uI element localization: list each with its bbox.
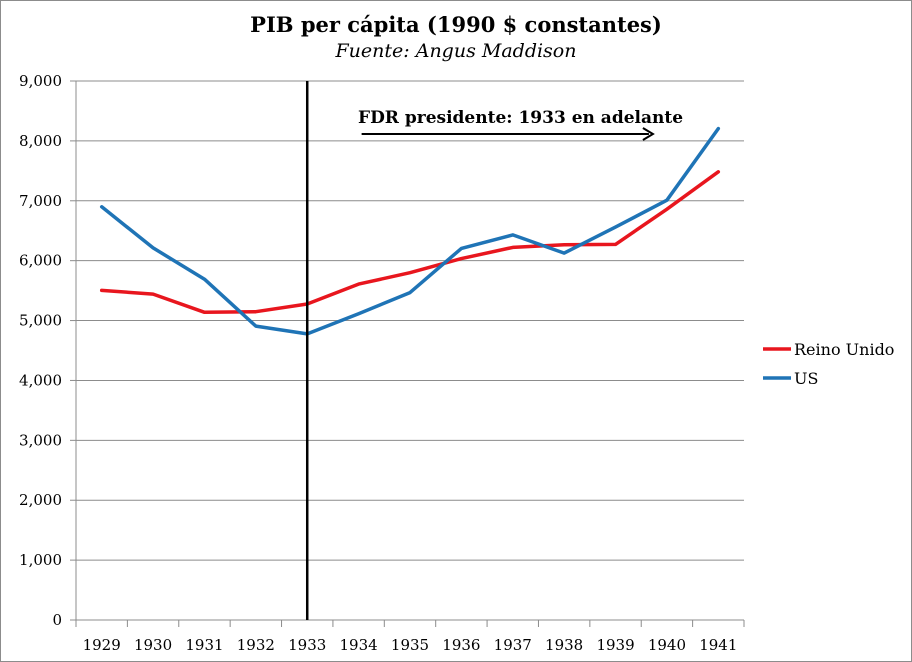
legend-label-reino-unido: Reino Unido — [794, 340, 894, 359]
x-tick-label-1936: 1936 — [442, 636, 480, 654]
series-line-us — [99, 126, 721, 336]
y-tick-label-4000: 4,000 — [19, 371, 62, 389]
series-lines — [99, 126, 721, 336]
y-tick-label-5000: 5,000 — [19, 312, 62, 330]
arrow-head — [642, 127, 655, 141]
legend: Reino Unido US — [763, 340, 894, 388]
x-tick-label-1931: 1931 — [185, 636, 223, 654]
y-tick-label-3000: 3,000 — [19, 431, 62, 449]
x-tick-label-1933: 1933 — [288, 636, 326, 654]
x-tick-label-1939: 1939 — [596, 636, 634, 654]
x-tick-label-1929: 1929 — [83, 636, 121, 654]
annotation-arrow — [361, 127, 655, 141]
y-tick-label-8000: 8,000 — [19, 132, 62, 150]
y-tick-label-1000: 1,000 — [19, 551, 62, 569]
x-tick-label-1930: 1930 — [134, 636, 172, 654]
annotation-text: FDR presidente: 1933 en adelante — [358, 108, 683, 128]
y-tick-label-6000: 6,000 — [19, 252, 62, 270]
x-tick-label-1935: 1935 — [391, 636, 429, 654]
chart-subtitle: Fuente: Angus Maddison — [335, 40, 577, 62]
legend-label-us: US — [794, 369, 818, 388]
y-axis-ticks: 0 1,000 2,000 3,000 4,000 5,000 6,000 7,000 8,00… — [19, 72, 76, 629]
y-tick-label-2000: 2,000 — [19, 491, 62, 509]
gridlines — [76, 80, 744, 561]
y-tick-label-0: 0 — [52, 611, 62, 629]
chart-title: PIB per cápita (1990 $ constantes) — [250, 12, 662, 37]
axes — [75, 81, 744, 621]
x-axis-ticks: 1929 1930 1931 1932 1933 1934 1935 1936 1937 1938… — [75, 620, 745, 654]
y-tick-label-9000: 9,000 — [19, 72, 62, 90]
x-tick-label-1938: 1938 — [545, 636, 583, 654]
x-tick-label-1932: 1932 — [237, 636, 275, 654]
x-tick-label-1941: 1941 — [699, 636, 737, 654]
x-tick-label-1937: 1937 — [494, 636, 532, 654]
y-tick-label-7000: 7,000 — [19, 192, 62, 210]
x-tick-label-1934: 1934 — [340, 636, 378, 654]
x-tick-label-1940: 1940 — [648, 636, 686, 654]
